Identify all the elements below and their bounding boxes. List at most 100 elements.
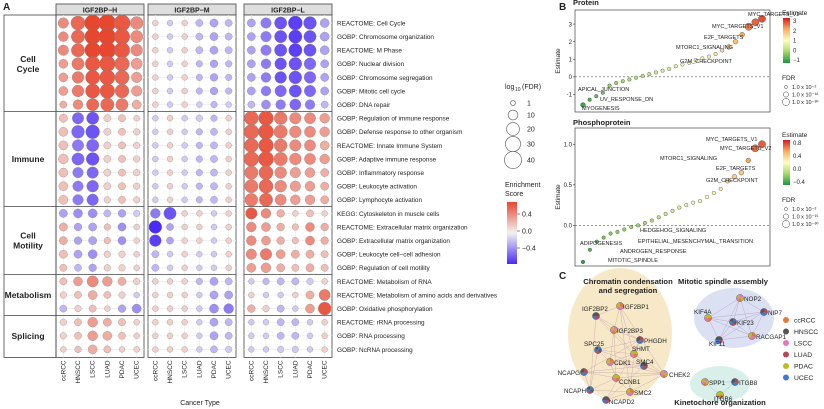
edge xyxy=(751,311,765,337)
enrichment-dot xyxy=(102,331,113,341)
enrichment-dot xyxy=(87,208,98,219)
x-tick-label: ccRCC xyxy=(60,360,67,381)
term-label: REACTOME: rRNA processing xyxy=(337,320,425,327)
enrichment-dot xyxy=(71,57,85,71)
enrichment-dot xyxy=(181,47,188,54)
gene-node: KIF4A xyxy=(694,309,712,322)
edge xyxy=(629,373,665,393)
enrichment-dot xyxy=(114,70,130,85)
enrichment-dot xyxy=(130,44,143,57)
enrichment-dot xyxy=(321,210,328,217)
term-label: GOBP: NcRNA processing xyxy=(337,347,413,354)
colorbar xyxy=(783,140,790,185)
enrichment-dot xyxy=(276,318,285,326)
enrichment-dot xyxy=(58,195,69,205)
enrichment-dot xyxy=(291,249,300,259)
enrichment-dot xyxy=(74,318,82,326)
enrichment-dot xyxy=(118,264,126,272)
enrichment-dot xyxy=(261,235,271,246)
node-slice xyxy=(702,382,708,386)
edge xyxy=(613,305,621,331)
edge xyxy=(633,353,665,375)
node-slice xyxy=(705,378,709,382)
enrichment-dot xyxy=(181,87,188,95)
subplot-title: Phosphoprotein xyxy=(573,118,631,127)
enrichment-dot xyxy=(166,19,174,27)
term-label: G2M_CHECKPOINT xyxy=(680,59,732,65)
enrichment-dot xyxy=(151,264,160,272)
enrichment-dot xyxy=(58,72,69,83)
enrichment-dot xyxy=(130,30,143,43)
enrichment-dot xyxy=(225,115,232,122)
enrichment-dot xyxy=(306,346,314,353)
enrichment-dot xyxy=(244,110,259,126)
enrichment-dot xyxy=(195,155,203,163)
enrichment-dot xyxy=(58,59,69,69)
scatter-point xyxy=(608,231,613,236)
node-slice xyxy=(740,296,744,301)
enrichment-dot xyxy=(103,237,111,245)
node-slice xyxy=(595,350,601,354)
enrichment-dot xyxy=(247,100,256,109)
enrichment-dot xyxy=(166,142,174,149)
enrichment-dot xyxy=(57,44,69,56)
node-slice xyxy=(733,318,737,322)
edge xyxy=(707,317,720,341)
scatter-point xyxy=(620,79,625,84)
edge xyxy=(739,297,765,313)
size-legend-dot xyxy=(504,151,522,169)
node-slice xyxy=(580,368,584,374)
enrichment-dot xyxy=(133,291,140,299)
enrichment-dot xyxy=(262,291,270,299)
enrichment-dot xyxy=(303,16,317,30)
enrichment-dot xyxy=(291,332,300,340)
enrichment-dot xyxy=(181,115,188,122)
enrichment-dot xyxy=(152,155,159,163)
enrichment-dot xyxy=(209,86,219,96)
size-legend-label: 1 xyxy=(527,101,531,108)
enrichment-dot xyxy=(210,141,218,150)
group-m: IGF2BP−M ccRCC HNSCC LSCC LUAD PDAC UCEC xyxy=(147,3,237,384)
y-tick-label: 0.0 xyxy=(564,224,573,230)
enrichment-dot xyxy=(85,56,101,72)
gene-label: NIP7 xyxy=(768,310,782,317)
enrichment-dot xyxy=(181,291,188,299)
enrichment-dot xyxy=(103,209,112,218)
enrichment-dot xyxy=(73,276,83,287)
enrichment-dot xyxy=(118,155,126,163)
enrichment-dot xyxy=(248,346,255,353)
enrichment-dot xyxy=(59,100,68,109)
enrichment-dot xyxy=(166,183,174,190)
scatter-point xyxy=(587,97,592,102)
enrichment-dot xyxy=(133,155,141,163)
enrichment-dot xyxy=(209,18,219,28)
node-slice xyxy=(616,374,620,378)
enrichment-dot xyxy=(114,28,130,45)
term-label: MYC_TARGETS_V2 xyxy=(720,146,772,152)
y-tick-label: 1 xyxy=(569,57,573,63)
enrichment-dot xyxy=(209,290,219,300)
enrichment-dot xyxy=(319,31,330,42)
gene-node: SMC4 xyxy=(636,359,654,370)
node-slice xyxy=(634,350,638,354)
enrichment-dot xyxy=(118,291,126,299)
enrichment-dot xyxy=(133,141,141,149)
enrichment-dot xyxy=(72,112,84,125)
gene-label: IGF2BP1 xyxy=(623,304,649,311)
node-outline xyxy=(594,346,602,354)
enrichment-dot xyxy=(261,99,271,110)
scatter-point xyxy=(653,70,658,75)
enrichment-dot xyxy=(59,264,68,272)
enrichment-dot xyxy=(58,86,69,96)
node-slice xyxy=(598,346,602,350)
x-tick-label: UCEC xyxy=(226,360,233,379)
scatter-point xyxy=(640,73,645,78)
gene-node: PHGDH xyxy=(636,336,667,345)
term-label: REACTOME: M Phase xyxy=(337,48,402,55)
scatter-point xyxy=(677,205,682,210)
enrichment-dot xyxy=(247,32,256,41)
node-outline xyxy=(602,396,610,404)
scatter-point xyxy=(581,259,586,264)
scatter-point xyxy=(738,170,744,176)
node-slice xyxy=(590,388,594,393)
